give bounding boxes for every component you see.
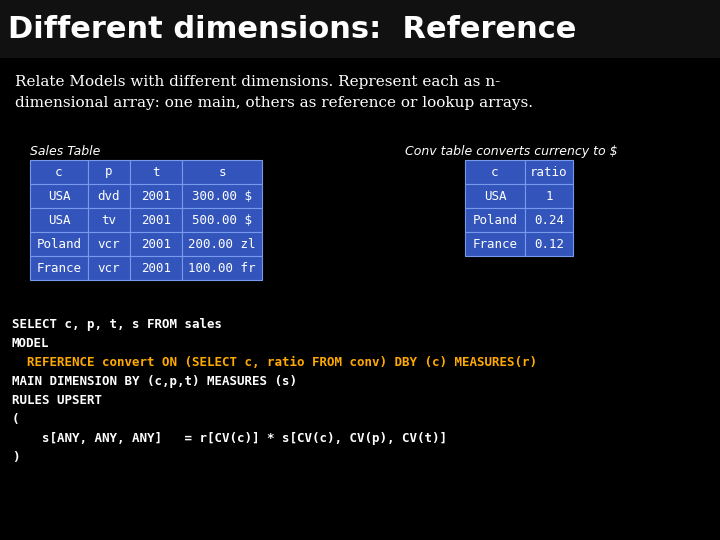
Text: tv: tv bbox=[102, 213, 117, 226]
Text: s[ANY, ANY, ANY]   = r[CV(c)] * s[CV(c), CV(p), CV(t)]: s[ANY, ANY, ANY] = r[CV(c)] * s[CV(c), C… bbox=[12, 432, 447, 445]
Bar bbox=[130, 256, 182, 280]
Text: 2001: 2001 bbox=[141, 190, 171, 202]
Bar bbox=[182, 256, 262, 280]
Bar bbox=[182, 208, 262, 232]
Bar bbox=[525, 184, 573, 208]
Bar bbox=[88, 208, 130, 232]
Bar bbox=[182, 184, 262, 208]
Text: France: France bbox=[472, 238, 518, 251]
Bar bbox=[88, 184, 130, 208]
Text: 2001: 2001 bbox=[141, 238, 171, 251]
Bar bbox=[130, 208, 182, 232]
Bar bbox=[130, 184, 182, 208]
Bar bbox=[465, 232, 525, 256]
Bar bbox=[525, 232, 573, 256]
Bar bbox=[525, 208, 573, 232]
Bar bbox=[465, 184, 525, 208]
Text: vcr: vcr bbox=[98, 238, 120, 251]
Bar bbox=[88, 232, 130, 256]
Bar bbox=[182, 232, 262, 256]
Text: Sales Table: Sales Table bbox=[30, 145, 100, 158]
Text: Poland: Poland bbox=[472, 213, 518, 226]
Text: (: ( bbox=[12, 413, 19, 426]
Bar bbox=[130, 232, 182, 256]
Bar bbox=[465, 208, 525, 232]
Bar bbox=[30, 232, 88, 256]
Text: vcr: vcr bbox=[98, 261, 120, 274]
Bar bbox=[88, 160, 130, 184]
Text: REFERENCE convert ON (SELECT c, ratio FROM conv) DBY (c) MEASURES(r): REFERENCE convert ON (SELECT c, ratio FR… bbox=[12, 356, 537, 369]
Text: 0.24: 0.24 bbox=[534, 213, 564, 226]
Text: 100.00 fr: 100.00 fr bbox=[188, 261, 256, 274]
Text: 0.12: 0.12 bbox=[534, 238, 564, 251]
Bar bbox=[30, 160, 88, 184]
Text: 2001: 2001 bbox=[141, 213, 171, 226]
Text: 300.00 $: 300.00 $ bbox=[192, 190, 252, 202]
Text: Different dimensions:  Reference: Different dimensions: Reference bbox=[8, 15, 577, 44]
Text: MAIN DIMENSION BY (c,p,t) MEASURES (s): MAIN DIMENSION BY (c,p,t) MEASURES (s) bbox=[12, 375, 297, 388]
Bar bbox=[30, 184, 88, 208]
Text: Conv table converts currency to $: Conv table converts currency to $ bbox=[405, 145, 618, 158]
Text: 1: 1 bbox=[545, 190, 553, 202]
Text: USA: USA bbox=[48, 190, 71, 202]
Text: ratio: ratio bbox=[530, 165, 568, 179]
Bar bbox=[182, 160, 262, 184]
Text: p: p bbox=[105, 165, 113, 179]
Text: 500.00 $: 500.00 $ bbox=[192, 213, 252, 226]
Bar bbox=[88, 256, 130, 280]
Text: Poland: Poland bbox=[37, 238, 81, 251]
Bar bbox=[465, 160, 525, 184]
Text: dvd: dvd bbox=[98, 190, 120, 202]
Text: c: c bbox=[55, 165, 63, 179]
Text: c: c bbox=[491, 165, 499, 179]
Text: MODEL: MODEL bbox=[12, 337, 50, 350]
Bar bbox=[30, 256, 88, 280]
Text: USA: USA bbox=[484, 190, 506, 202]
Text: RULES UPSERT: RULES UPSERT bbox=[12, 394, 102, 407]
Text: USA: USA bbox=[48, 213, 71, 226]
Bar bbox=[130, 160, 182, 184]
Text: 200.00 zl: 200.00 zl bbox=[188, 238, 256, 251]
Bar bbox=[525, 160, 573, 184]
Text: ): ) bbox=[12, 451, 19, 464]
Bar bbox=[30, 208, 88, 232]
Text: s: s bbox=[218, 165, 226, 179]
Text: Relate Models with different dimensions. Represent each as n-
dimensional array:: Relate Models with different dimensions.… bbox=[15, 75, 533, 110]
Text: 2001: 2001 bbox=[141, 261, 171, 274]
Text: SELECT c, p, t, s FROM sales: SELECT c, p, t, s FROM sales bbox=[12, 318, 222, 331]
Text: t: t bbox=[152, 165, 160, 179]
Text: France: France bbox=[37, 261, 81, 274]
Bar bbox=[0, 0, 720, 58]
